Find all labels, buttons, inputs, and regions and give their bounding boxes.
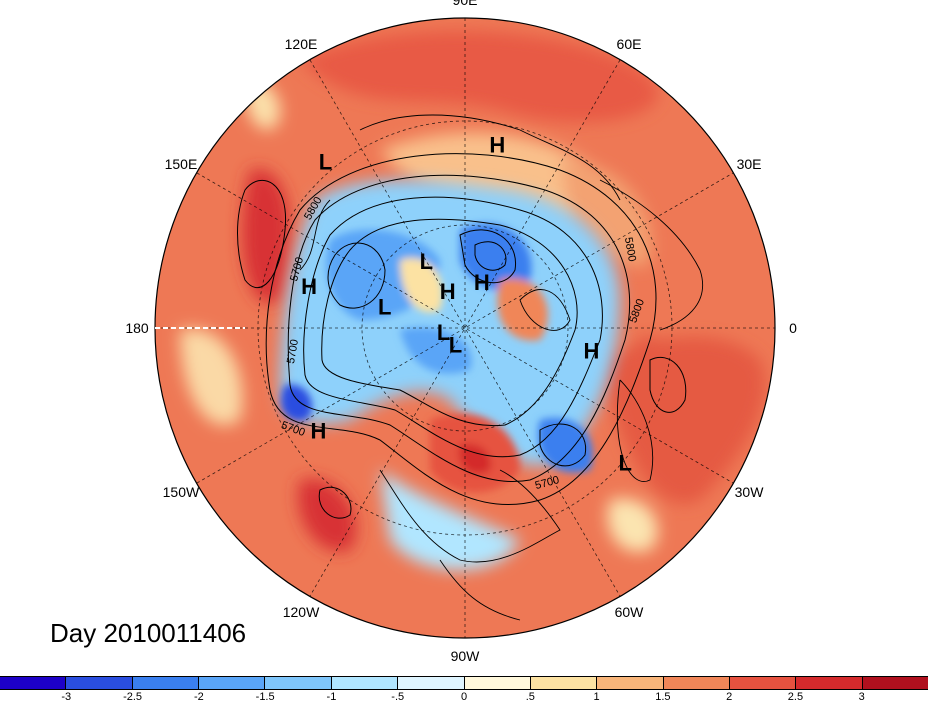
contour-label: 5700 [285, 338, 301, 364]
colorbar-swatch [265, 677, 332, 689]
colorbar-swatch [66, 677, 133, 689]
colorbar-tick-label: 2 [726, 691, 733, 703]
longitude-label: 150E [164, 156, 198, 172]
longitude-label: 60E [616, 35, 642, 52]
map-title: Day 2010011406 [50, 618, 247, 648]
colorbar-swatch [331, 677, 399, 689]
anomaly-field [155, 18, 775, 638]
high-pressure-marker: H [584, 338, 600, 363]
colorbar-tick-label: .5 [525, 691, 535, 703]
high-pressure-marker: H [440, 279, 456, 304]
colorbar-swatch [796, 677, 863, 689]
low-pressure-marker: L [378, 295, 391, 320]
colorbar-swatch [398, 677, 465, 689]
colorbar-tick-label: -1.5 [255, 691, 275, 703]
low-pressure-marker: L [319, 150, 332, 175]
longitude-label: 30W [734, 484, 764, 500]
colorbar-tick-label: 1 [593, 691, 600, 703]
colorbar-tick-label: -2.5 [123, 691, 143, 703]
longitude-label: 180 [125, 320, 149, 336]
colorbar-tick-label: -3 [61, 691, 72, 703]
colorbar-swatch [0, 677, 67, 689]
colorbar-swatch [729, 677, 797, 689]
longitude-label: 90E [452, 0, 478, 8]
colorbar-swatch [132, 677, 200, 689]
longitude-label: 120E [284, 35, 318, 52]
low-pressure-marker: L [618, 450, 631, 475]
high-pressure-marker: H [474, 270, 490, 295]
longitude-label: 60W [614, 604, 644, 621]
colorbar-tick-label: -1 [326, 691, 337, 703]
high-pressure-marker: H [489, 133, 505, 158]
contour-label: 5800 [622, 236, 638, 262]
low-pressure-marker: L [449, 332, 462, 357]
high-pressure-marker: H [301, 274, 317, 299]
colorbar-swatch [464, 677, 531, 689]
longitude-label: 30E [736, 156, 762, 172]
longitude-label: 120W [282, 604, 320, 621]
colorbar-swatch [862, 677, 928, 689]
low-pressure-marker: L [420, 249, 433, 274]
colorbar-swatch [530, 677, 598, 689]
high-pressure-marker: H [310, 419, 326, 444]
colorbar-tick-label: 1.5 [655, 691, 671, 703]
colorbar-tick-label: 3 [858, 691, 865, 703]
colorbar-tick-label: -.5 [391, 691, 405, 703]
colorbar-tick-label: -2 [193, 691, 204, 703]
low-pressure-marker: L [437, 320, 450, 345]
colorbar-swatch [597, 677, 664, 689]
longitude-label: 90W [450, 648, 480, 664]
longitude-label: 150W [162, 484, 200, 500]
colorbar-swatch [663, 677, 730, 689]
colorbar-tick-label: 0 [460, 691, 468, 703]
colorbar-tick-label: 2.5 [787, 691, 804, 703]
colorbar [0, 676, 928, 690]
colorbar-swatch [199, 677, 266, 689]
longitude-label: 0 [789, 320, 797, 336]
